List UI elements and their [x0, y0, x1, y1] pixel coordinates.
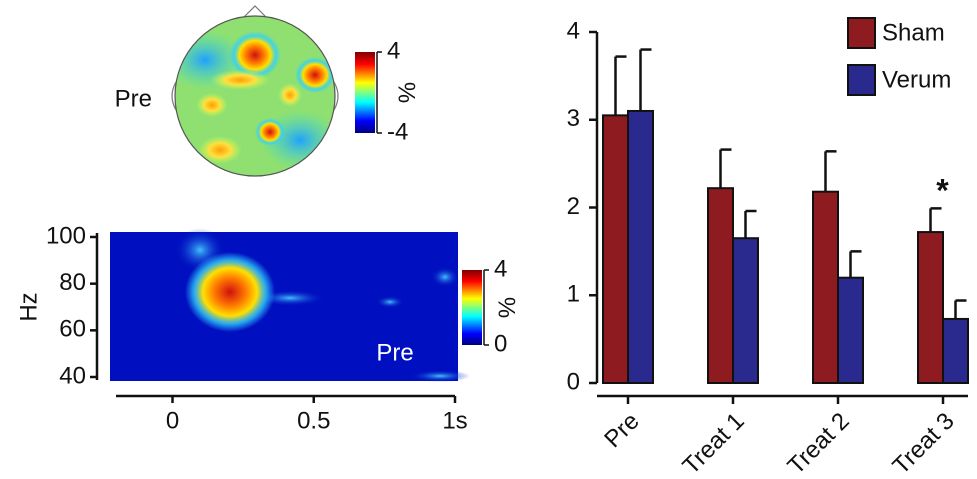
colorbar: [355, 52, 375, 133]
topomap-art: [171, 5, 339, 177]
colorbar: [462, 270, 482, 345]
colorbar-tick-label: 4: [387, 37, 400, 64]
topomap-label: Pre: [115, 85, 152, 112]
significance-marker: *: [936, 172, 949, 208]
bar: [812, 190, 839, 384]
x-tick-label: Pre: [599, 408, 645, 454]
bar: [917, 231, 944, 384]
colorbar-unit: %: [493, 297, 520, 318]
y-tick-label: 80: [59, 269, 86, 296]
y-tick-label: 40: [59, 362, 86, 389]
bar: [627, 109, 654, 384]
y-tick-label: 4: [567, 17, 580, 44]
y-tick-label: 60: [59, 316, 86, 343]
legend-swatch: [847, 64, 876, 96]
legend-label: Verum: [882, 66, 951, 93]
colorbar-tick-label: 4: [494, 255, 507, 282]
bar: [707, 187, 734, 384]
annotation: Pre: [376, 339, 413, 366]
x-tick-label: 0.5: [297, 407, 330, 434]
y-tick-label: 1: [567, 281, 580, 308]
bar: [732, 237, 759, 384]
legend-label: Sham: [882, 19, 945, 46]
y-axis-label: Hz: [15, 292, 42, 321]
y-tick-label: 3: [567, 105, 580, 132]
legend-swatch: [847, 17, 876, 49]
x-tick-label: Treat 2: [783, 408, 855, 479]
y-tick-label: 100: [46, 222, 86, 249]
y-tick-label: 2: [567, 193, 580, 220]
x-tick-label: Treat 3: [888, 408, 960, 479]
bar: [602, 114, 629, 385]
colorbar-unit: %: [393, 82, 420, 103]
x-tick-label: 1s: [442, 407, 467, 434]
colorbar-tick-label: 0: [494, 330, 507, 357]
bar: [837, 276, 864, 385]
y-tick-label: 0: [567, 368, 580, 395]
x-tick-label: 0: [166, 407, 179, 434]
bar: [942, 317, 969, 385]
x-tick-label: Treat 1: [678, 408, 750, 479]
colorbar-tick-label: -4: [387, 118, 408, 145]
heatmap-art: [110, 228, 470, 382]
